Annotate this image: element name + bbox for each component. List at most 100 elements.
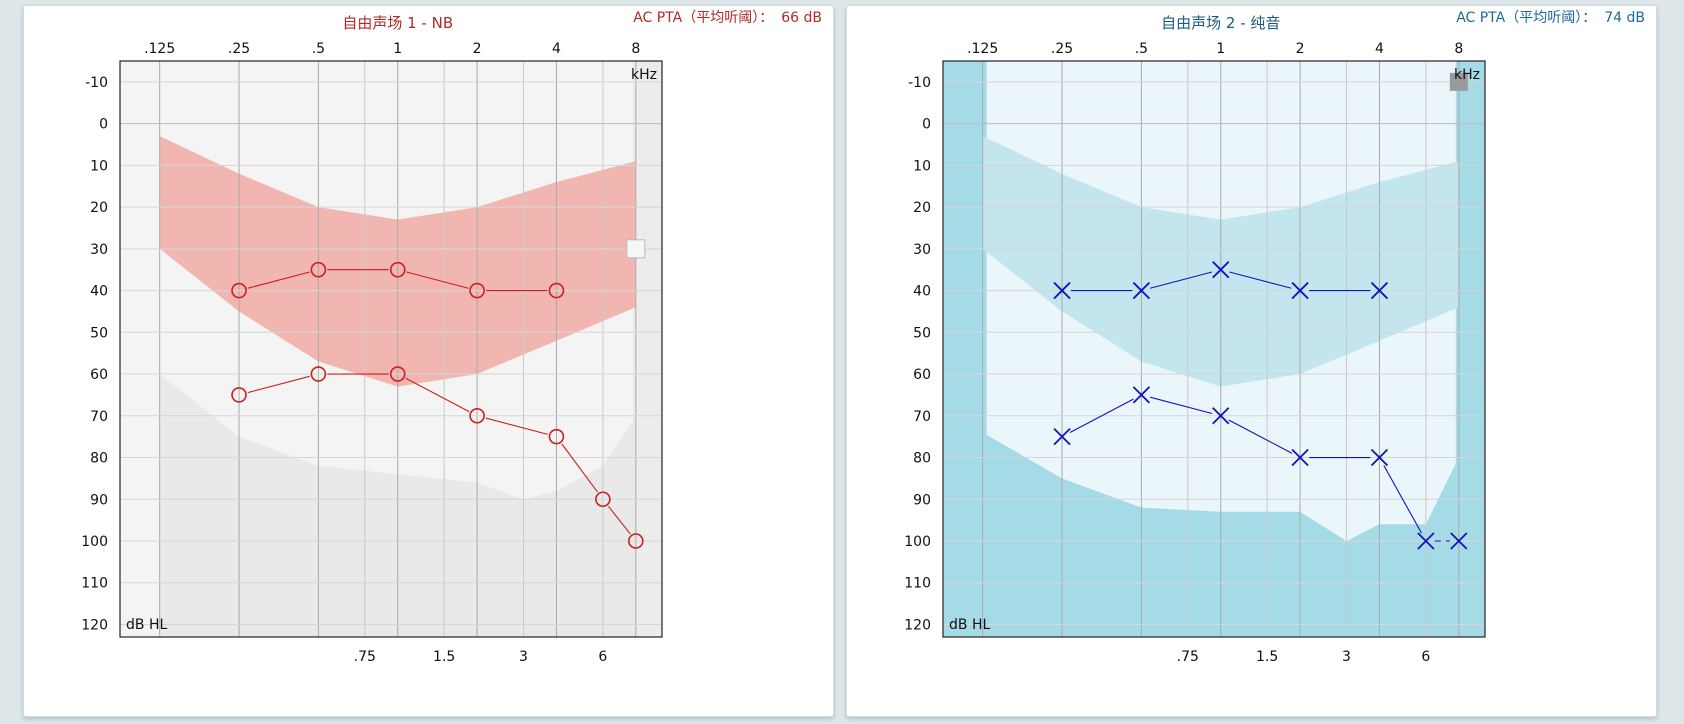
chart-title: 自由声场 2 - 纯音 <box>1161 14 1280 32</box>
series-line <box>405 377 470 413</box>
out-of-range-column <box>943 61 987 637</box>
y-tick-label: 20 <box>90 200 108 216</box>
data-point <box>548 428 565 445</box>
y-tick-label: 40 <box>90 284 108 300</box>
data-point <box>1132 386 1151 404</box>
data-point <box>1053 428 1071 446</box>
x-tick-label: 1.5 <box>1256 649 1278 665</box>
y-tick-label: 100 <box>81 534 108 550</box>
series-line <box>1149 396 1213 415</box>
x-tick-label: .5 <box>312 41 325 57</box>
plot-layer: .125 .25 .5 1 2 4 8 .75 1.5 3 6 -10 0 10 20 30 40 50 60 70 8… <box>81 41 663 665</box>
data-point <box>310 366 327 382</box>
data-point <box>231 387 247 403</box>
series-line <box>608 505 631 535</box>
out-of-range-column <box>1455 61 1485 637</box>
data-point <box>628 533 644 549</box>
y-tick-label: 120 <box>81 617 108 633</box>
data-point <box>310 261 327 278</box>
series-line <box>1069 398 1134 433</box>
series-line <box>247 271 310 289</box>
data-point <box>1370 448 1389 467</box>
pta-label: AC PTA（平均听阈）： <box>1456 10 1596 26</box>
series-line <box>406 271 469 289</box>
marker-box <box>1449 72 1468 91</box>
audiogram-panel-left: .125 .25 .5 1 2 4 8 .75 1.5 3 6 -10 0 10 20 30 40 50 60 70 8… <box>23 5 834 717</box>
y-tick-label: 110 <box>904 576 931 592</box>
series-line <box>1229 271 1292 289</box>
x-tick-label: .125 <box>144 41 175 57</box>
audiogram-panel-right: .125 .25 .5 1 2 4 8 .75 1.5 3 6 -10 0 10 20 30 40 50 60 70 8… <box>846 5 1657 717</box>
y-tick-label: 120 <box>904 617 931 633</box>
series-line <box>1383 465 1422 534</box>
x-tick-label: 2 <box>1296 41 1305 57</box>
y-tick-label: 70 <box>90 409 108 425</box>
x-tick-label: .25 <box>228 41 250 57</box>
x-tick-label: 4 <box>552 41 561 57</box>
series-line <box>1149 271 1213 289</box>
data-point <box>231 282 247 299</box>
data-point <box>1417 532 1435 550</box>
series-line <box>561 443 598 493</box>
data-point <box>389 366 406 382</box>
x-tick-label: 1 <box>1216 41 1225 57</box>
khz-label: kHz <box>1454 67 1480 83</box>
data-point <box>1053 281 1071 300</box>
y-tick-label: 80 <box>90 451 108 467</box>
y-tick-label: -10 <box>908 75 931 91</box>
y-tick-label: 0 <box>99 117 108 133</box>
x-tick-label: .75 <box>1177 649 1199 665</box>
y-tick-label: 30 <box>913 242 931 258</box>
x-tick-label: 3 <box>1342 649 1351 665</box>
marker-box <box>626 239 646 259</box>
plot-frame <box>942 60 1486 638</box>
y-tick-label: 10 <box>90 158 108 174</box>
y-tick-label: 30 <box>90 242 108 258</box>
y-tick-label: 110 <box>81 576 108 592</box>
out-of-range-column <box>632 61 662 637</box>
y-tick-label: 40 <box>913 284 931 300</box>
x-tick-label: 6 <box>1421 649 1430 665</box>
x-tick-label: 4 <box>1375 41 1384 57</box>
x-tick-label: 2 <box>473 41 482 57</box>
x-tick-label: 3 <box>519 649 528 665</box>
data-point <box>1212 261 1230 279</box>
pta-readout: AC PTA（平均听阈）： 74 dB <box>1456 10 1645 26</box>
pta-label: AC PTA（平均听阈）： <box>633 10 773 26</box>
plot-layer: .125 .25 .5 1 2 4 8 .75 1.5 3 6 -10 0 10 20 30 40 50 60 70 8… <box>904 41 1486 665</box>
data-point <box>595 491 611 508</box>
audiogram-chart: .125 .25 .5 1 2 4 8 .75 1.5 3 6 -10 0 10 20 30 40 50 60 70 8… <box>81 10 822 665</box>
y-tick-label: 60 <box>90 367 108 383</box>
series-line <box>485 417 548 435</box>
chart-title: 自由声场 1 - NB <box>342 14 453 32</box>
audiogram-chart: .125 .25 .5 1 2 4 8 .75 1.5 3 6 -10 0 10 20 30 40 50 60 70 8… <box>904 10 1645 665</box>
y-tick-label: 20 <box>913 200 931 216</box>
x-tick-label: 1.5 <box>433 649 455 665</box>
plot-frame <box>119 60 663 638</box>
y-tick-label: 50 <box>913 325 931 341</box>
y-tick-label: 50 <box>90 325 108 341</box>
x-tick-label: 6 <box>598 649 607 665</box>
x-tick-label: 8 <box>631 41 640 57</box>
series-line <box>247 375 310 394</box>
data-point <box>1132 281 1151 300</box>
x-tick-label: .25 <box>1051 41 1073 57</box>
dbhl-label: dB HL <box>949 617 990 633</box>
data-point <box>548 282 565 299</box>
pta-value: 66 dB <box>781 10 822 26</box>
data-point <box>1370 281 1389 300</box>
y-tick-label: -10 <box>85 75 108 91</box>
data-point <box>1212 407 1230 425</box>
pta-value: 74 dB <box>1604 10 1645 26</box>
khz-label: kHz <box>631 67 657 83</box>
x-tick-label: 8 <box>1454 41 1463 57</box>
data-point <box>389 261 406 278</box>
dbhl-label: dB HL <box>126 617 167 633</box>
y-tick-label: 10 <box>913 158 931 174</box>
data-point <box>469 407 485 424</box>
data-point <box>1291 448 1309 467</box>
y-tick-label: 90 <box>90 492 108 508</box>
y-tick-label: 60 <box>913 367 931 383</box>
y-tick-label: 90 <box>913 492 931 508</box>
data-point <box>1291 281 1309 300</box>
